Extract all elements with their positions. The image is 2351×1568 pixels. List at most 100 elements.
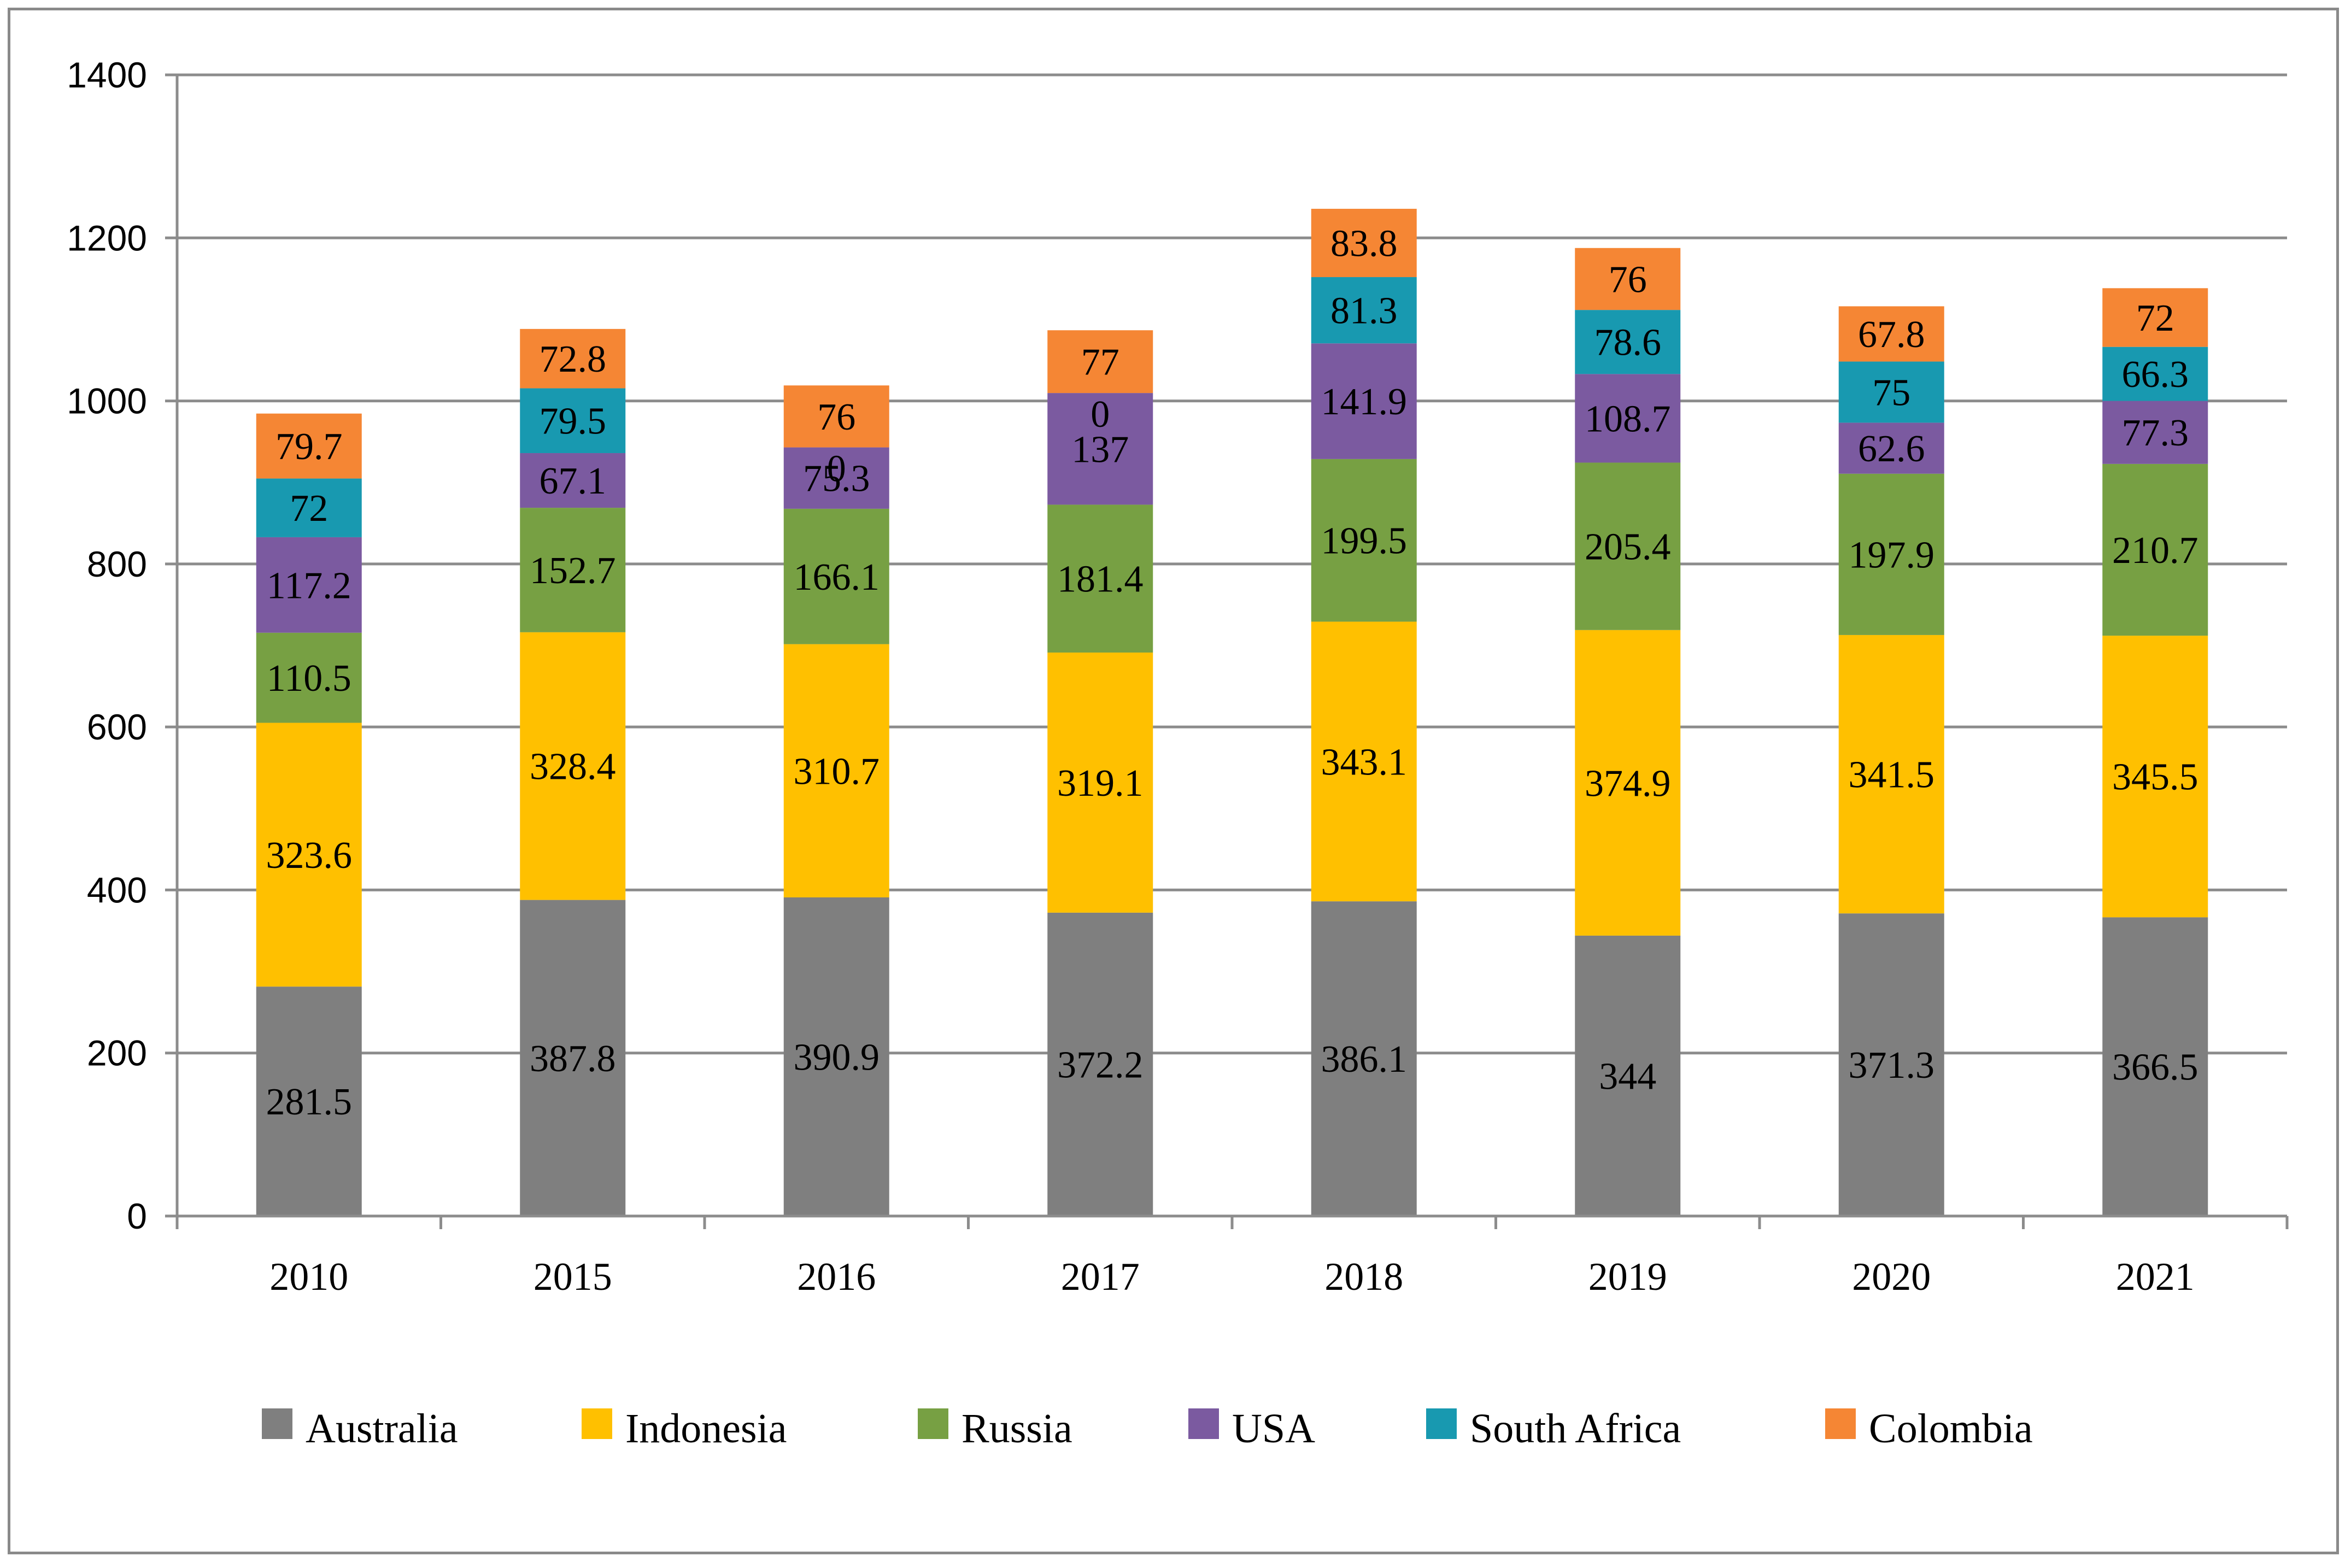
- bar-russia-2021: [2102, 463, 2208, 636]
- y-tick-label: 200: [87, 1033, 147, 1073]
- data-label: 77: [1081, 342, 1119, 384]
- bar-australia-2010: [256, 986, 362, 1216]
- bar-usa-2010: [256, 537, 362, 633]
- x-tick-label: 2010: [269, 1255, 348, 1299]
- data-label: 67.1: [540, 460, 607, 502]
- bar-south-africa-2021: [2102, 347, 2208, 401]
- legend-swatch: [1188, 1408, 1219, 1439]
- data-label: 67.8: [1858, 314, 1925, 356]
- data-label: 0: [1091, 394, 1110, 436]
- legend-swatch: [1825, 1408, 1856, 1439]
- data-label: 62.6: [1858, 428, 1925, 470]
- stacked-bar-chart: 281.5 323.6 110.5 117.2 72 79.7 387.8 328.4 152.…: [67, 55, 2289, 1452]
- y-tick-label: 400: [87, 870, 147, 910]
- data-label: 72: [290, 488, 328, 530]
- bar-russia-2018: [1311, 459, 1417, 622]
- legend-swatch: [1426, 1408, 1457, 1439]
- bar-indonesia-2017: [1047, 652, 1153, 913]
- axes: 0 200 400 600 800 1000 1200 1400 2010 2015 2016 201…: [67, 55, 2289, 1299]
- legend-label: USA: [1232, 1406, 1315, 1452]
- data-label: 390.9: [794, 1037, 880, 1079]
- x-tick-label: 2018: [1324, 1255, 1403, 1299]
- bar-russia-2019: [1575, 462, 1681, 630]
- data-label: 78.6: [1594, 322, 1662, 364]
- chart-frame: 281.5 323.6 110.5 117.2 72 79.7 387.8 328.4 152.…: [8, 8, 2339, 1554]
- data-label: 366.5: [2112, 1047, 2198, 1089]
- x-tick-label: 2015: [533, 1255, 612, 1299]
- legend-item-usa: USA: [1188, 1406, 1315, 1452]
- data-labels: 281.5 323.6 110.5 117.2 72 79.7 387.8 328.4 152.…: [266, 223, 2198, 1124]
- bar-colombia-2020: [1838, 306, 1944, 362]
- legend-item-colombia: Colombia: [1825, 1406, 2033, 1452]
- bar-usa-2018: [1311, 343, 1417, 459]
- data-label: 319.1: [1057, 762, 1144, 804]
- legend-label: Colombia: [1869, 1406, 2033, 1452]
- data-label: 75: [1872, 372, 1910, 414]
- bar-usa-2021: [2102, 401, 2208, 464]
- x-tick-label: 2016: [797, 1255, 876, 1299]
- bar-colombia-2015: [520, 328, 626, 389]
- data-label: 0: [827, 448, 846, 490]
- data-label: 343.1: [1321, 741, 1408, 783]
- data-label: 310.7: [794, 750, 880, 792]
- data-label: 345.5: [2112, 756, 2198, 798]
- legend-item-russia: Russia: [918, 1406, 1072, 1452]
- bar-russia-2010: [256, 632, 362, 723]
- bar-australia-2020: [1838, 913, 1944, 1216]
- data-label: 210.7: [2112, 530, 2198, 572]
- bar-russia-2017: [1047, 504, 1153, 653]
- y-tick-label: 800: [87, 544, 147, 584]
- data-label: 79.7: [275, 426, 343, 468]
- legend-swatch: [918, 1408, 948, 1439]
- bar-colombia-2017: [1047, 330, 1153, 394]
- data-label: 323.6: [266, 835, 353, 877]
- legend-label: Australia: [306, 1406, 458, 1452]
- bar-colombia-2021: [2102, 288, 2208, 347]
- bar-usa-2020: [1838, 422, 1944, 474]
- bar-russia-2016: [783, 508, 889, 644]
- bar-russia-2020: [1838, 473, 1944, 635]
- y-tick-label: 0: [127, 1196, 147, 1236]
- bar-indonesia-2010: [256, 723, 362, 987]
- data-label: 81.3: [1330, 290, 1398, 332]
- legend-swatch: [582, 1408, 612, 1439]
- data-label: 75.3: [803, 458, 870, 500]
- legend-swatch: [262, 1408, 292, 1439]
- data-label: 205.4: [1585, 526, 1671, 568]
- bar-colombia-2016: [783, 385, 889, 448]
- y-tick-label: 1200: [67, 218, 147, 258]
- legend-label: Indonesia: [625, 1406, 787, 1452]
- data-label: 387.8: [530, 1038, 616, 1080]
- bar-russia-2015: [520, 508, 626, 632]
- data-label: 137: [1071, 428, 1129, 471]
- data-label: 197.9: [1849, 534, 1935, 576]
- bar-australia-2017: [1047, 912, 1153, 1216]
- gridlines: [177, 73, 2287, 1055]
- bar-usa-2015: [520, 453, 626, 508]
- bar-usa-2019: [1575, 374, 1681, 463]
- data-label: 117.2: [267, 565, 351, 607]
- data-label: 371.3: [1849, 1044, 1935, 1087]
- bar-south-africa-2015: [520, 388, 626, 454]
- data-label: 372.2: [1057, 1044, 1144, 1086]
- y-tick-label: 600: [87, 707, 147, 747]
- bar-indonesia-2015: [520, 632, 626, 900]
- x-tick-label: 2017: [1061, 1255, 1140, 1299]
- data-label: 66.3: [2122, 354, 2189, 396]
- legend-item-indonesia: Indonesia: [582, 1406, 787, 1452]
- bar-indonesia-2016: [783, 644, 889, 898]
- bar-usa-2016: [783, 447, 889, 509]
- legend-item-australia: Australia: [262, 1406, 458, 1452]
- bar-indonesia-2018: [1311, 621, 1417, 902]
- y-tick-label: 1000: [67, 381, 147, 421]
- legend-label: South Africa: [1470, 1406, 1681, 1452]
- x-tick-label: 2019: [1588, 1255, 1667, 1299]
- bar-australia-2021: [2102, 917, 2208, 1216]
- data-label: 328.4: [530, 746, 616, 788]
- data-label: 76: [1609, 259, 1647, 301]
- data-label: 281.5: [266, 1081, 353, 1123]
- data-label: 152.7: [530, 550, 616, 592]
- legend: Australia Indonesia Russia USA South Africa C…: [262, 1406, 2033, 1452]
- bar-australia-2018: [1311, 901, 1417, 1216]
- bar-south-africa-2020: [1838, 361, 1944, 423]
